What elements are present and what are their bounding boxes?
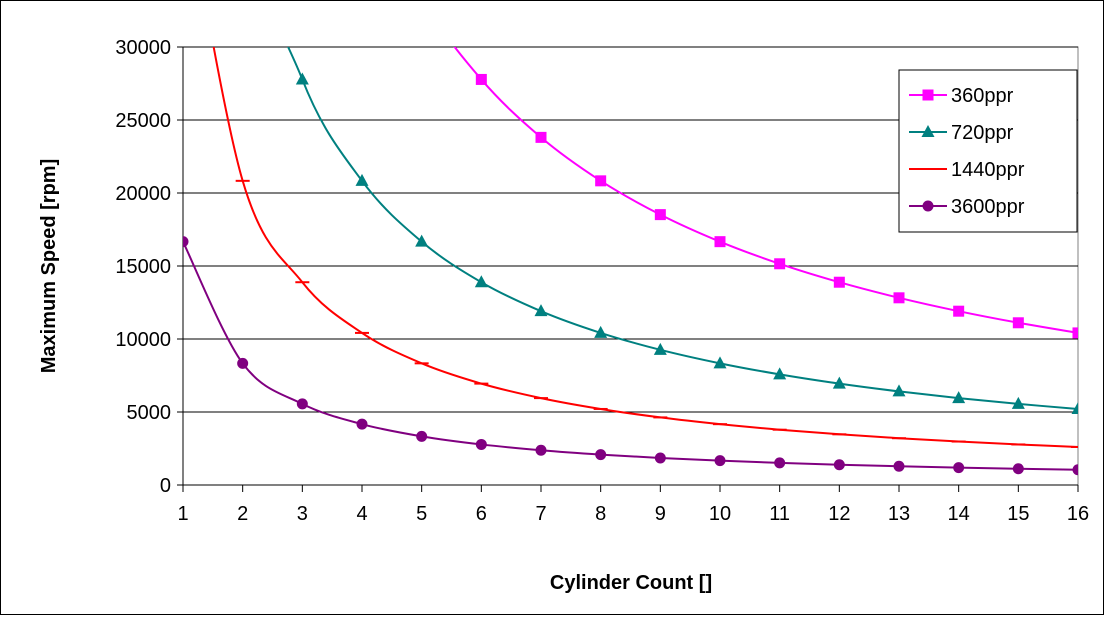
data-point <box>474 275 488 288</box>
series-1440ppr <box>212 47 1078 448</box>
data-point <box>594 325 608 338</box>
data-point <box>654 452 666 464</box>
x-tick-label: 12 <box>828 503 850 525</box>
data-point <box>1072 327 1078 339</box>
data-point <box>595 175 607 187</box>
legend-marker <box>921 125 935 137</box>
data-point <box>1071 401 1078 414</box>
series-3600ppr <box>183 236 1078 476</box>
x-tick-label: 14 <box>948 503 970 525</box>
data-point <box>475 73 487 85</box>
data-point <box>773 367 787 380</box>
series-720ppr <box>287 47 1078 414</box>
data-point <box>295 72 309 85</box>
data-point <box>535 444 547 456</box>
x-tick-label: 6 <box>476 503 487 525</box>
data-point <box>415 234 429 247</box>
axes <box>177 46 1079 492</box>
data-point <box>416 430 428 442</box>
data-point <box>953 305 965 317</box>
legend: 360ppr 720ppr 1440ppr 3600ppr <box>898 69 1078 233</box>
data-point <box>1012 463 1024 475</box>
series-group <box>183 47 1078 476</box>
data-point <box>1072 464 1078 476</box>
x-tick-label: 11 <box>769 503 790 525</box>
legend-marker <box>922 89 934 101</box>
data-point <box>475 438 487 450</box>
data-point <box>535 131 547 143</box>
data-point <box>774 258 786 270</box>
legend-label: 360ppr <box>951 85 1014 107</box>
data-point <box>355 173 369 186</box>
data-point <box>892 384 906 397</box>
y-axis-title: Maximum Speed [rpm] <box>38 159 60 373</box>
data-point <box>356 418 368 430</box>
x-tick-label: 2 <box>237 503 248 525</box>
data-point <box>653 342 667 355</box>
x-tick-label: 4 <box>356 503 367 525</box>
y-tick-label: 10000 <box>115 329 171 351</box>
x-tick-label: 15 <box>1007 503 1029 525</box>
x-tick-label: 10 <box>709 503 731 525</box>
data-point <box>595 449 607 461</box>
series-line <box>212 47 1078 448</box>
gridlines <box>183 46 1078 413</box>
x-tick-label: 7 <box>535 503 546 525</box>
data-point <box>833 276 845 288</box>
data-point <box>893 292 905 304</box>
y-tick-label: 25000 <box>115 110 171 132</box>
data-point <box>183 236 189 248</box>
data-point <box>1012 317 1024 329</box>
y-tick-label: 15000 <box>115 256 171 278</box>
data-point <box>952 391 966 404</box>
y-tick-label: 30000 <box>115 37 171 59</box>
data-point <box>237 357 249 369</box>
x-tick-label: 16 <box>1067 503 1089 525</box>
y-tick-label: 0 <box>160 475 171 497</box>
data-point <box>654 209 666 221</box>
legend-label: 3600ppr <box>951 196 1025 218</box>
y-tick-label: 5000 <box>127 402 172 424</box>
x-axis-title: Cylinder Count [] <box>550 572 712 594</box>
legend-label: 720ppr <box>951 122 1014 144</box>
data-point <box>713 356 727 369</box>
data-point <box>893 460 905 472</box>
data-point <box>774 457 786 469</box>
x-tick-label: 3 <box>297 503 308 525</box>
data-point <box>534 304 548 317</box>
series-360ppr <box>453 47 1078 339</box>
data-point <box>1011 396 1025 409</box>
data-point <box>714 455 726 467</box>
x-tick-label: 1 <box>177 503 188 525</box>
data-point <box>714 236 726 248</box>
x-tick-label: 9 <box>655 503 666 525</box>
x-tick-label: 13 <box>888 503 910 525</box>
y-tick-label: 20000 <box>115 183 171 205</box>
data-point <box>832 376 846 389</box>
data-point <box>833 459 845 471</box>
data-point <box>296 398 308 410</box>
data-point <box>953 462 965 474</box>
x-tick-label: 8 <box>595 503 606 525</box>
x-tick-label: 5 <box>416 503 427 525</box>
legend-marker <box>922 200 934 212</box>
legend-label: 1440ppr <box>951 159 1025 181</box>
